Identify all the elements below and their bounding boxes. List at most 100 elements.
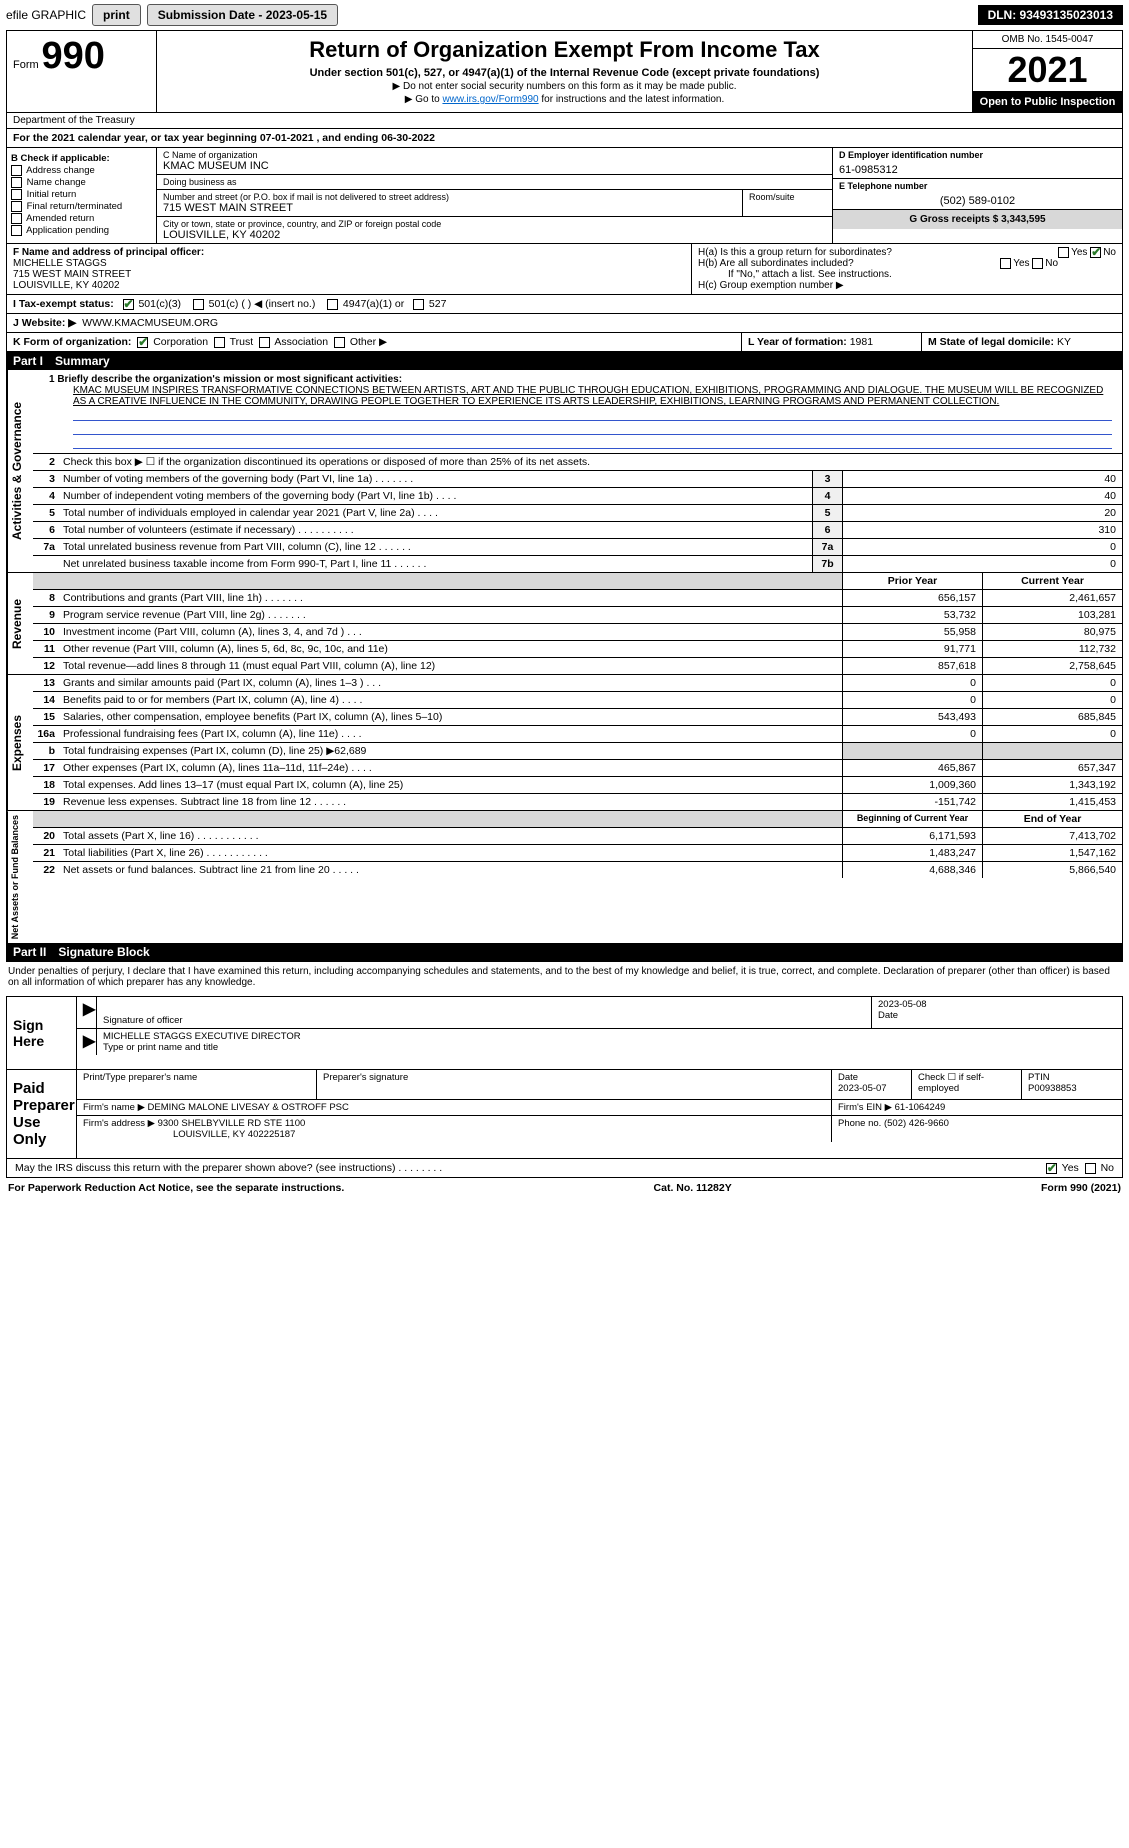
footer-right: Form 990 (2021) [1041, 1182, 1121, 1194]
hdr-end: End of Year [982, 811, 1122, 827]
box-c: C Name of organization KMAC MUSEUM INC D… [157, 148, 832, 243]
line-j: J Website: ▶ WWW.KMACMUSEUM.ORG [7, 314, 1122, 333]
side-netassets: Net Assets or Fund Balances [7, 811, 33, 943]
data-row: 16aProfessional fundraising fees (Part I… [33, 726, 1122, 743]
preparer-label: Paid Preparer Use Only [7, 1070, 77, 1158]
chk-501c[interactable] [193, 299, 204, 310]
lbl-street: Number and street (or P.O. box if mail i… [163, 192, 736, 202]
data-row: 10Investment income (Part VIII, column (… [33, 624, 1122, 641]
lbl-prep-name: Print/Type preparer's name [83, 1072, 310, 1083]
arrow-icon: ▶ [83, 1033, 95, 1050]
tax-year: 2021 [973, 49, 1122, 92]
chk-501c3[interactable] [123, 299, 134, 310]
lbl-city: City or town, state or province, country… [163, 219, 826, 229]
chk-discuss-yes[interactable] [1046, 1163, 1057, 1174]
form-note2: ▶ Go to www.irs.gov/Form990 for instruct… [167, 94, 962, 105]
chk-app-pending[interactable]: Application pending [11, 225, 152, 236]
lbl-domicile: M State of legal domicile: [928, 336, 1054, 348]
officer-addr1: 715 WEST MAIN STREET [13, 269, 685, 280]
chk-initial-return[interactable]: Initial return [11, 189, 152, 200]
box-deg: D Employer identification number 61-0985… [832, 148, 1122, 243]
footer-left: For Paperwork Reduction Act Notice, see … [8, 1182, 344, 1194]
firm-addr: 9300 SHELBYVILLE RD STE 1100 [158, 1118, 306, 1129]
h-b: H(b) Are all subordinates included? Yes … [698, 258, 1116, 269]
preparer-section: Paid Preparer Use Only Print/Type prepar… [6, 1070, 1123, 1159]
chk-name-change[interactable]: Name change [11, 177, 152, 188]
expenses-section: Expenses 13Grants and similar amounts pa… [7, 675, 1122, 811]
part2-header: Part II Signature Block [7, 943, 1122, 961]
firm-city: LOUISVILLE, KY 402225187 [83, 1129, 825, 1140]
may-discuss: May the IRS discuss this return with the… [15, 1162, 974, 1174]
line-a: Department of the Treasury [7, 113, 1122, 129]
chk-discuss-no[interactable] [1085, 1163, 1096, 1174]
form-word: Form [13, 59, 39, 71]
mission-text: KMAC MUSEUM INSPIRES TRANSFORMATIVE CONN… [73, 385, 1112, 407]
form-header: Form 990 Return of Organization Exempt F… [7, 31, 1122, 113]
form-container: Form 990 Return of Organization Exempt F… [6, 30, 1123, 962]
efile-label: efile GRAPHIC [6, 8, 86, 22]
data-row: bTotal fundraising expenses (Part IX, co… [33, 743, 1122, 760]
officer-addr2: LOUISVILLE, KY 40202 [13, 280, 685, 291]
chk-address-change[interactable]: Address change [11, 165, 152, 176]
box-b-header: B Check if applicable: [11, 153, 152, 164]
lbl-ptin: PTIN [1028, 1072, 1116, 1083]
lbl-phone: E Telephone number [839, 181, 1116, 191]
gross-val: 3,343,595 [1001, 214, 1046, 225]
data-row: 19Revenue less expenses. Subtract line 1… [33, 794, 1122, 810]
data-row: 13Grants and similar amounts paid (Part … [33, 675, 1122, 692]
line-klm: K Form of organization: Corporation Trus… [7, 333, 1122, 352]
mission-block: 1 Briefly describe the organization's mi… [33, 370, 1122, 454]
submission-date-button[interactable]: Submission Date - 2023-05-15 [147, 4, 338, 26]
part1-header: Part I Summary [7, 352, 1122, 370]
lbl-firm-ein: Firm's EIN ▶ [838, 1102, 892, 1113]
revenue-header: Prior Year Current Year [33, 573, 1122, 590]
dept-label: Department of the Treasury [13, 115, 135, 126]
gov-row: 6Total number of volunteers (estimate if… [33, 522, 1122, 539]
phone: (502) 589-0102 [839, 191, 1116, 207]
sign-label: Sign Here [7, 997, 77, 1069]
data-row: 21Total liabilities (Part X, line 26) . … [33, 845, 1122, 862]
chk-corp[interactable] [137, 337, 148, 348]
chk-527[interactable] [413, 299, 424, 310]
tax-year-range: For the 2021 calendar year, or tax year … [7, 129, 1122, 148]
arrow-icon: ▶ [83, 1001, 95, 1018]
side-governance: Activities & Governance [7, 370, 33, 572]
data-row: 15Salaries, other compensation, employee… [33, 709, 1122, 726]
gov-row: Net unrelated business taxable income fr… [33, 556, 1122, 572]
entity-info-section: B Check if applicable: Address change Na… [7, 148, 1122, 244]
box-b: B Check if applicable: Address change Na… [7, 148, 157, 243]
data-row: 11Other revenue (Part VIII, column (A), … [33, 641, 1122, 658]
chk-assoc[interactable] [259, 337, 270, 348]
lbl-form-org: K Form of organization: [13, 336, 131, 348]
chk-4947[interactable] [327, 299, 338, 310]
omb-number: OMB No. 1545-0047 [973, 31, 1122, 49]
print-button[interactable]: print [92, 4, 141, 26]
line-2: 2 Check this box ▶ ☐ if the organization… [33, 454, 1122, 471]
ptin: P00938853 [1028, 1083, 1116, 1094]
data-row: 8Contributions and grants (Part VIII, li… [33, 590, 1122, 607]
chk-amended[interactable]: Amended return [11, 213, 152, 224]
gov-row: 3Number of voting members of the governi… [33, 471, 1122, 488]
lbl-tax-status: I Tax-exempt status: [13, 298, 114, 310]
firm-name: DEMING MALONE LIVESAY & OSTROFF PSC [148, 1102, 349, 1113]
irs-link[interactable]: www.irs.gov/Form990 [442, 94, 538, 105]
lbl-sig-officer: Signature of officer [103, 1015, 865, 1026]
lbl-firm-phone: Phone no. [838, 1118, 881, 1129]
chk-trust[interactable] [214, 337, 225, 348]
chk-final-return[interactable]: Final return/terminated [11, 201, 152, 212]
org-name: KMAC MUSEUM INC [163, 160, 826, 172]
ein: 61-0985312 [839, 160, 1116, 176]
data-row: 17Other expenses (Part IX, column (A), l… [33, 760, 1122, 777]
chk-other[interactable] [334, 337, 345, 348]
part2-label: Part II [13, 945, 46, 959]
website: WWW.KMACMUSEUM.ORG [82, 317, 218, 329]
lbl-firm-addr: Firm's address ▶ [83, 1118, 155, 1129]
netassets-section: Net Assets or Fund Balances Beginning of… [7, 811, 1122, 943]
lbl-ein: D Employer identification number [839, 150, 1116, 160]
may-discuss-row: May the IRS discuss this return with the… [6, 1159, 1123, 1178]
part1-title: Summary [55, 354, 110, 368]
gov-row: 4Number of independent voting members of… [33, 488, 1122, 505]
lbl-org-name: C Name of organization [163, 150, 826, 160]
form-title: Return of Organization Exempt From Incom… [167, 37, 962, 63]
data-row: 18Total expenses. Add lines 13–17 (must … [33, 777, 1122, 794]
